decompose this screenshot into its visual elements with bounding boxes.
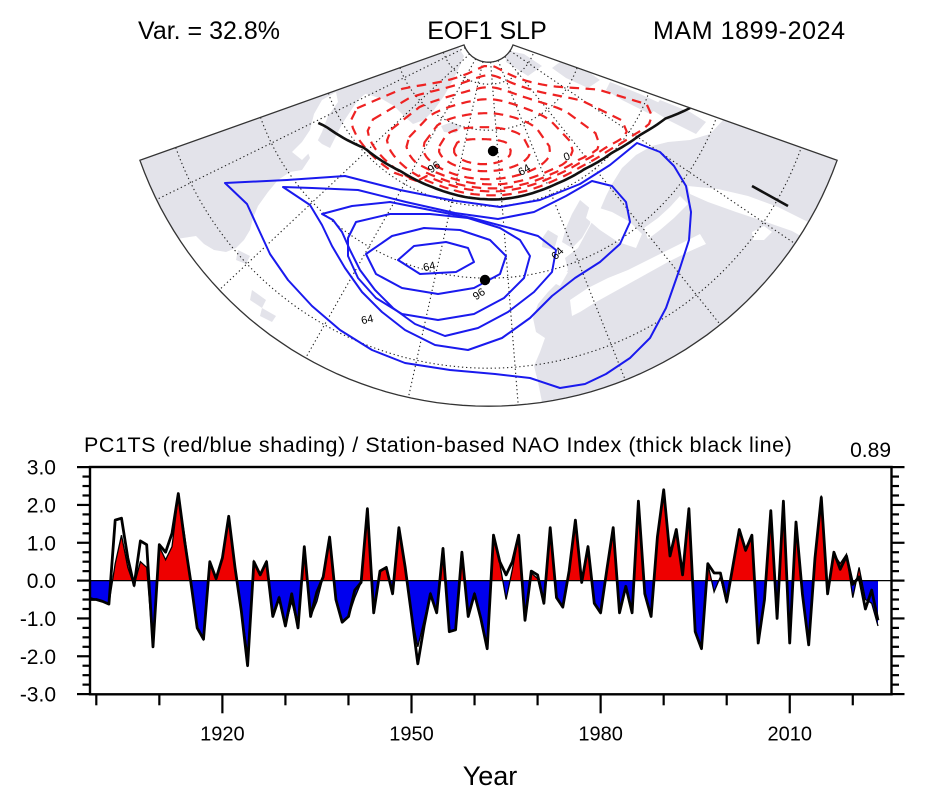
svg-text:64: 64 [516, 162, 533, 179]
svg-text:1.0: 1.0 [27, 532, 56, 555]
svg-text:2010: 2010 [767, 723, 812, 745]
svg-text:96: 96 [471, 286, 488, 303]
svg-text:1980: 1980 [578, 723, 623, 745]
svg-text:0.89: 0.89 [850, 439, 891, 462]
svg-text:-2.0: -2.0 [20, 646, 56, 669]
svg-text:EOF1 SLP: EOF1 SLP [427, 17, 547, 45]
svg-text:Var. = 32.8%: Var. = 32.8% [138, 17, 280, 45]
svg-text:0.0: 0.0 [27, 570, 56, 593]
svg-text:Year: Year [463, 761, 518, 791]
svg-text:96: 96 [426, 159, 443, 176]
svg-text:64: 64 [360, 313, 374, 327]
svg-text:64: 64 [422, 260, 436, 274]
svg-text:-3.0: -3.0 [20, 684, 56, 707]
svg-text:0: 0 [562, 150, 572, 163]
svg-text:1920: 1920 [200, 723, 245, 745]
svg-text:-1.0: -1.0 [20, 608, 56, 631]
svg-text:PC1TS (red/blue shading) / Sta: PC1TS (red/blue shading) / Station-based… [84, 433, 792, 457]
svg-text:3.0: 3.0 [27, 457, 56, 480]
svg-text:1950: 1950 [389, 723, 434, 745]
svg-text:MAM 1899-2024: MAM 1899-2024 [653, 17, 846, 45]
svg-text:2.0: 2.0 [27, 494, 56, 517]
